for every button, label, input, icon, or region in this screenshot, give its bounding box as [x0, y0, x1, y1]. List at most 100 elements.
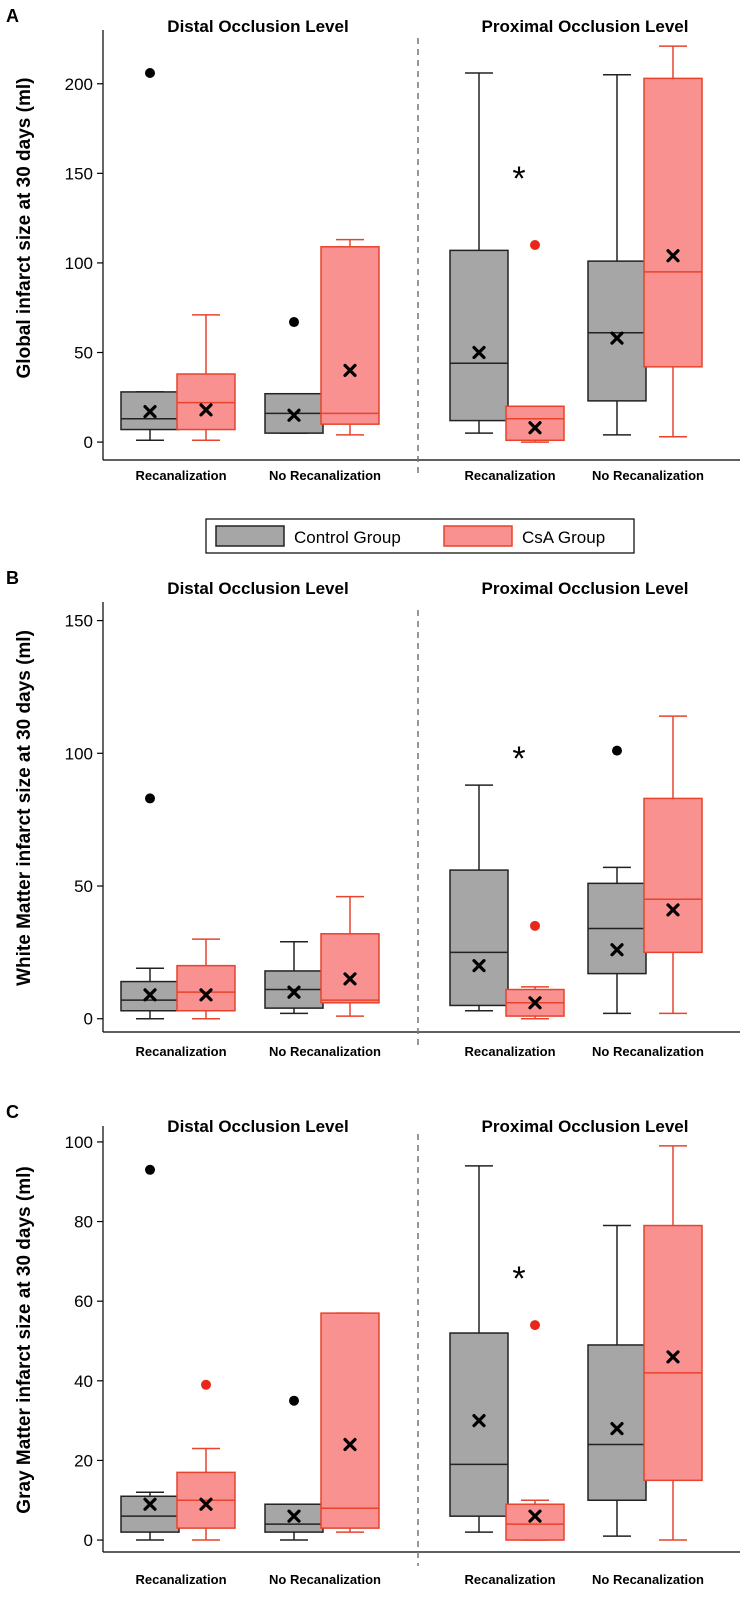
mean-marker: [666, 1350, 680, 1364]
mean-marker: [666, 249, 680, 263]
mean-marker: [472, 959, 486, 973]
section-title: Distal Occlusion Level: [167, 17, 348, 36]
csa-box-group: [176, 1379, 236, 1541]
mean-marker: [343, 363, 357, 378]
outlier-point: [612, 745, 622, 756]
category-label: Recanalization: [135, 468, 226, 483]
outlier-point: [530, 240, 540, 250]
y-tick-label: 50: [74, 877, 93, 896]
legend-swatch: [443, 525, 513, 547]
mean-marker: [472, 1414, 486, 1428]
control-box-group: [120, 68, 180, 442]
csa-box-group: [643, 45, 703, 438]
mean-marker: [343, 972, 357, 986]
box: [320, 933, 380, 1004]
mean-marker: [528, 421, 542, 435]
y-tick-label: 200: [65, 75, 93, 94]
csa-box-group: [320, 895, 380, 1017]
outlier-point: [201, 1379, 211, 1390]
box: [449, 1332, 509, 1517]
y-tick-label: 20: [74, 1451, 93, 1470]
panel-a: A Distal Occlusion Level Proximal Occlusio…: [6, 6, 740, 483]
y-tick-label: 100: [65, 1133, 93, 1152]
mean-marker: [143, 988, 157, 1002]
csa-box-group: [643, 1145, 703, 1541]
box: [643, 797, 703, 954]
y-tick-label: 80: [74, 1213, 93, 1232]
section-title: Distal Occlusion Level: [167, 579, 348, 598]
category-label: No Recanalization: [269, 1044, 381, 1059]
control-box-group: [120, 1164, 180, 1541]
category-label: No Recanalization: [592, 468, 704, 483]
box: [449, 869, 509, 1007]
y-tick-label: 60: [74, 1292, 93, 1311]
section-title: Proximal Occlusion Level: [482, 17, 689, 36]
mean-marker: [199, 988, 213, 1002]
csa-box-group: [176, 314, 236, 442]
csa-box-group: [176, 938, 236, 1020]
box: [643, 1224, 703, 1482]
mean-marker: [610, 331, 624, 345]
category-label: Recanalization: [135, 1572, 226, 1587]
csa-box-group: [505, 240, 565, 443]
mean-marker: [143, 405, 157, 419]
y-tick-label: 150: [65, 612, 93, 631]
section-title: Proximal Occlusion Level: [482, 579, 689, 598]
csa-box-group: [505, 1320, 565, 1541]
control-box-group: [120, 793, 180, 1020]
box: [449, 249, 509, 422]
mean-marker: [610, 943, 624, 957]
control-box-group: [264, 1395, 324, 1541]
box: [320, 1312, 380, 1529]
y-tick-label: 40: [74, 1372, 93, 1391]
box: [505, 405, 565, 442]
y-tick-label: 0: [84, 433, 93, 452]
category-label: No Recanalization: [269, 468, 381, 483]
legend-swatch: [215, 525, 285, 547]
mean-marker: [528, 1509, 542, 1523]
control-box-group: [587, 745, 647, 1015]
section-title: Distal Occlusion Level: [167, 1117, 348, 1136]
box: [176, 964, 236, 1012]
outlier-point: [145, 68, 155, 78]
panel-letter: C: [6, 1102, 19, 1122]
y-tick-label: 100: [65, 254, 93, 273]
outlier-point: [145, 793, 155, 804]
section-title: Proximal Occlusion Level: [482, 1117, 689, 1136]
control-box-group: [449, 1165, 509, 1533]
control-box-group: [587, 74, 647, 436]
panels: A Distal Occlusion Level Proximal Occlusio…: [6, 6, 740, 1587]
outlier-point: [289, 1395, 299, 1406]
category-label: No Recanalization: [592, 1572, 704, 1587]
mean-marker: [143, 1497, 157, 1511]
category-label: Recanalization: [464, 468, 555, 483]
mean-marker: [343, 1437, 357, 1452]
panel-letter: A: [6, 6, 19, 26]
mean-marker: [287, 408, 301, 422]
mean-marker: [472, 345, 486, 360]
y-tick-label: 100: [65, 744, 93, 763]
box: [587, 260, 647, 402]
y-tick-label: 0: [84, 1010, 93, 1029]
y-tick-label: 0: [84, 1531, 93, 1550]
significance-star: *: [512, 740, 525, 778]
mean-marker: [666, 903, 680, 917]
category-label: Recanalization: [135, 1044, 226, 1059]
significance-star: *: [512, 1260, 525, 1298]
y-axis-title: White Matter infarct size at 30 days (ml…: [14, 630, 35, 986]
mean-marker: [287, 1509, 301, 1523]
mean-marker: [528, 996, 542, 1010]
y-tick-label: 150: [65, 164, 93, 183]
control-box-group: [264, 941, 324, 1015]
box: [120, 1495, 180, 1533]
csa-box-group: [505, 920, 565, 1020]
outlier-point: [145, 1164, 155, 1175]
category-label: Recanalization: [464, 1572, 555, 1587]
panel-letter: B: [6, 568, 19, 588]
category-label: No Recanalization: [269, 1572, 381, 1587]
mean-marker: [199, 403, 213, 417]
csa-box-group: [320, 238, 380, 436]
y-axis-title: Gray Matter infarct size at 30 days (ml): [14, 1166, 35, 1513]
y-axis-title: Global infarct size at 30 days (ml): [14, 78, 35, 379]
